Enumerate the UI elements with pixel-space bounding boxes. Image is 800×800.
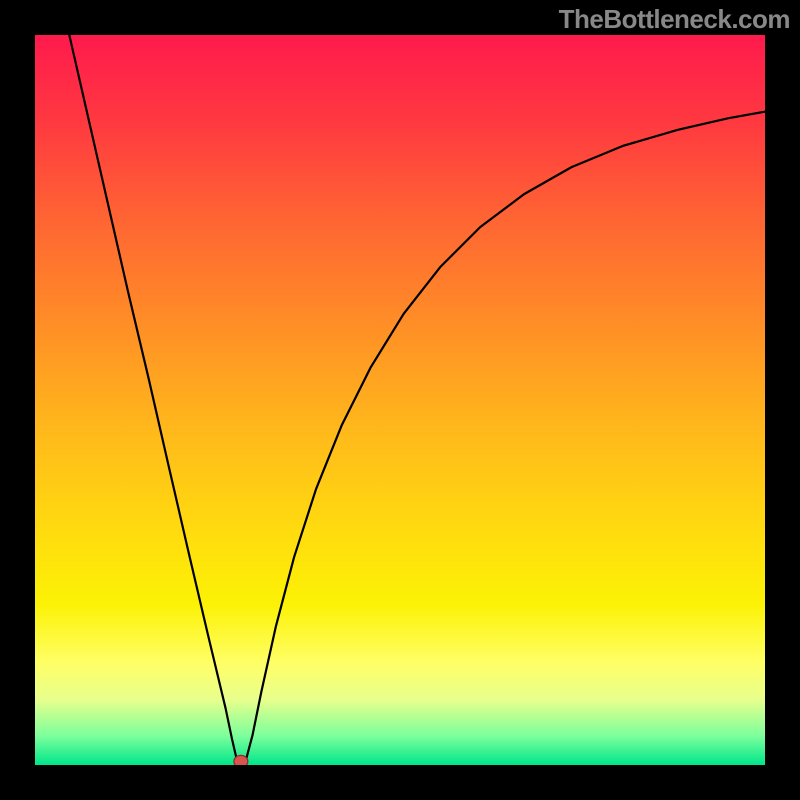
gradient-background [35, 35, 765, 765]
bottleneck-chart [0, 0, 800, 800]
watermark-text: TheBottleneck.com [559, 4, 790, 35]
chart-container: TheBottleneck.com [0, 0, 800, 800]
